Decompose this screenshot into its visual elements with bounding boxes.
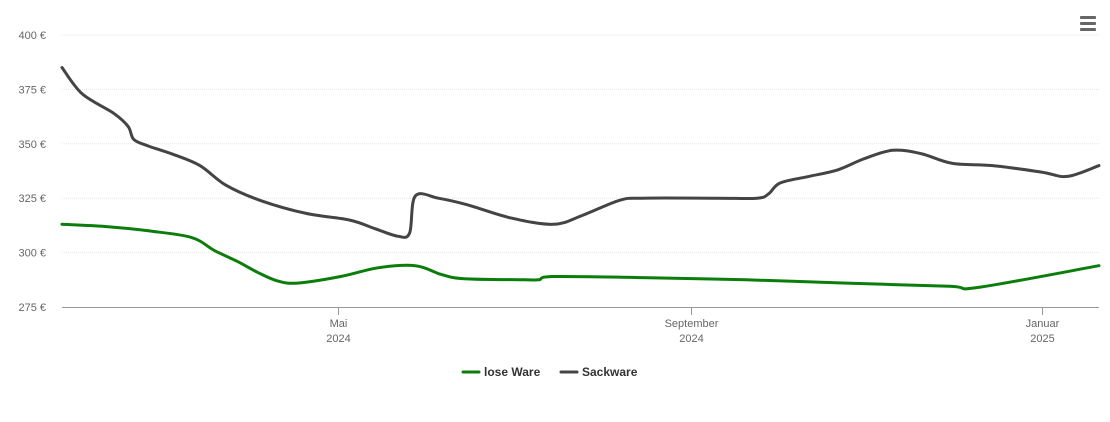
x-tick-label-year: 2025	[1030, 333, 1054, 345]
legend-label: lose Ware	[484, 365, 541, 379]
series-line-1	[60, 66, 1101, 239]
x-tick-label-month: September	[665, 318, 719, 330]
y-axis: 275 € 300 € 325 € 350 € 375 € 400 €	[18, 30, 46, 314]
legend-item-1[interactable]: Sackware	[559, 365, 638, 379]
y-tick-label: 375 €	[18, 84, 46, 96]
menu-bar	[1080, 22, 1096, 25]
x-tick-label-month: Januar	[1026, 318, 1060, 330]
x-tick-label-year: 2024	[679, 333, 703, 345]
menu-bar	[1080, 16, 1096, 19]
series-lines	[60, 66, 1101, 291]
y-tick-label: 300 €	[18, 248, 46, 260]
x-tick-label-month: Mai	[330, 318, 348, 330]
legend[interactable]: lose Ware Sackware	[461, 365, 638, 379]
grid-lines	[62, 34, 1099, 254]
hamburger-menu-icon[interactable]	[1076, 12, 1100, 34]
y-tick-label: 400 €	[18, 30, 46, 42]
x-axis: Mai 2024 September 2024 Januar 2025	[62, 307, 1099, 345]
y-tick-label: 325 €	[18, 193, 46, 205]
menu-bar	[1080, 28, 1096, 31]
x-tick-label-year: 2024	[326, 333, 350, 345]
legend-label: Sackware	[582, 365, 638, 379]
y-tick-label: 350 €	[18, 139, 46, 151]
series-line-0	[60, 222, 1101, 291]
legend-item-0[interactable]: lose Ware	[461, 365, 541, 379]
y-tick-label: 275 €	[18, 302, 46, 314]
